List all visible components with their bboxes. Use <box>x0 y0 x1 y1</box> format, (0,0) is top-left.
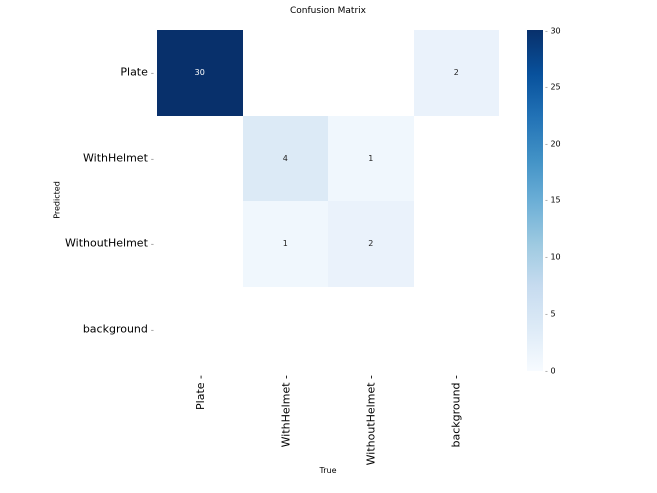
x-tick-label: WithoutHelmet - <box>364 375 378 466</box>
colorbar-tick: 20 <box>545 140 560 149</box>
heatmap-cell: 1 <box>242 201 328 287</box>
heatmap-cell: 1 <box>328 115 414 201</box>
colorbar-tick: 10 <box>545 253 560 262</box>
colorbar-tick: 25 <box>545 83 560 92</box>
heatmap-cell: 2 <box>413 30 499 116</box>
heatmap-cell <box>243 30 329 116</box>
heatmap-cell <box>414 287 500 373</box>
colorbar <box>527 30 543 371</box>
heatmap-cell <box>414 116 500 202</box>
heatmap-cell <box>328 287 414 373</box>
x-tick-label: background - <box>449 375 463 448</box>
y-tick-label: WithoutHelmet <box>65 237 154 250</box>
colorbar-tick: 15 <box>545 196 560 205</box>
y-tick-label: Plate <box>120 66 154 79</box>
heatmap-cell <box>243 287 329 373</box>
x-tick-label: WithHelmet - <box>279 375 293 448</box>
heatmap-cell: 4 <box>242 115 328 201</box>
colorbar-tick: 5 <box>545 310 555 319</box>
colorbar-tick: 0 <box>545 367 555 376</box>
heatmap-cell: 2 <box>328 201 414 287</box>
heatmap-cell <box>157 287 243 373</box>
x-axis-title: True <box>319 466 337 475</box>
colorbar-tick: 30 <box>545 27 560 36</box>
y-tick-label: background <box>83 323 154 336</box>
y-tick-label: WithHelmet <box>83 152 154 165</box>
y-axis-title: Predicted <box>52 181 62 219</box>
heatmap-cell <box>157 201 243 287</box>
chart-title: Confusion Matrix <box>290 6 366 16</box>
heatmap-grid: 30 2 4 1 1 2 <box>157 30 499 372</box>
heatmap-cell <box>157 116 243 202</box>
heatmap-cell <box>414 201 500 287</box>
heatmap-cell: 30 <box>157 30 243 116</box>
x-tick-label: Plate - <box>193 375 207 410</box>
heatmap-cell <box>328 30 414 116</box>
